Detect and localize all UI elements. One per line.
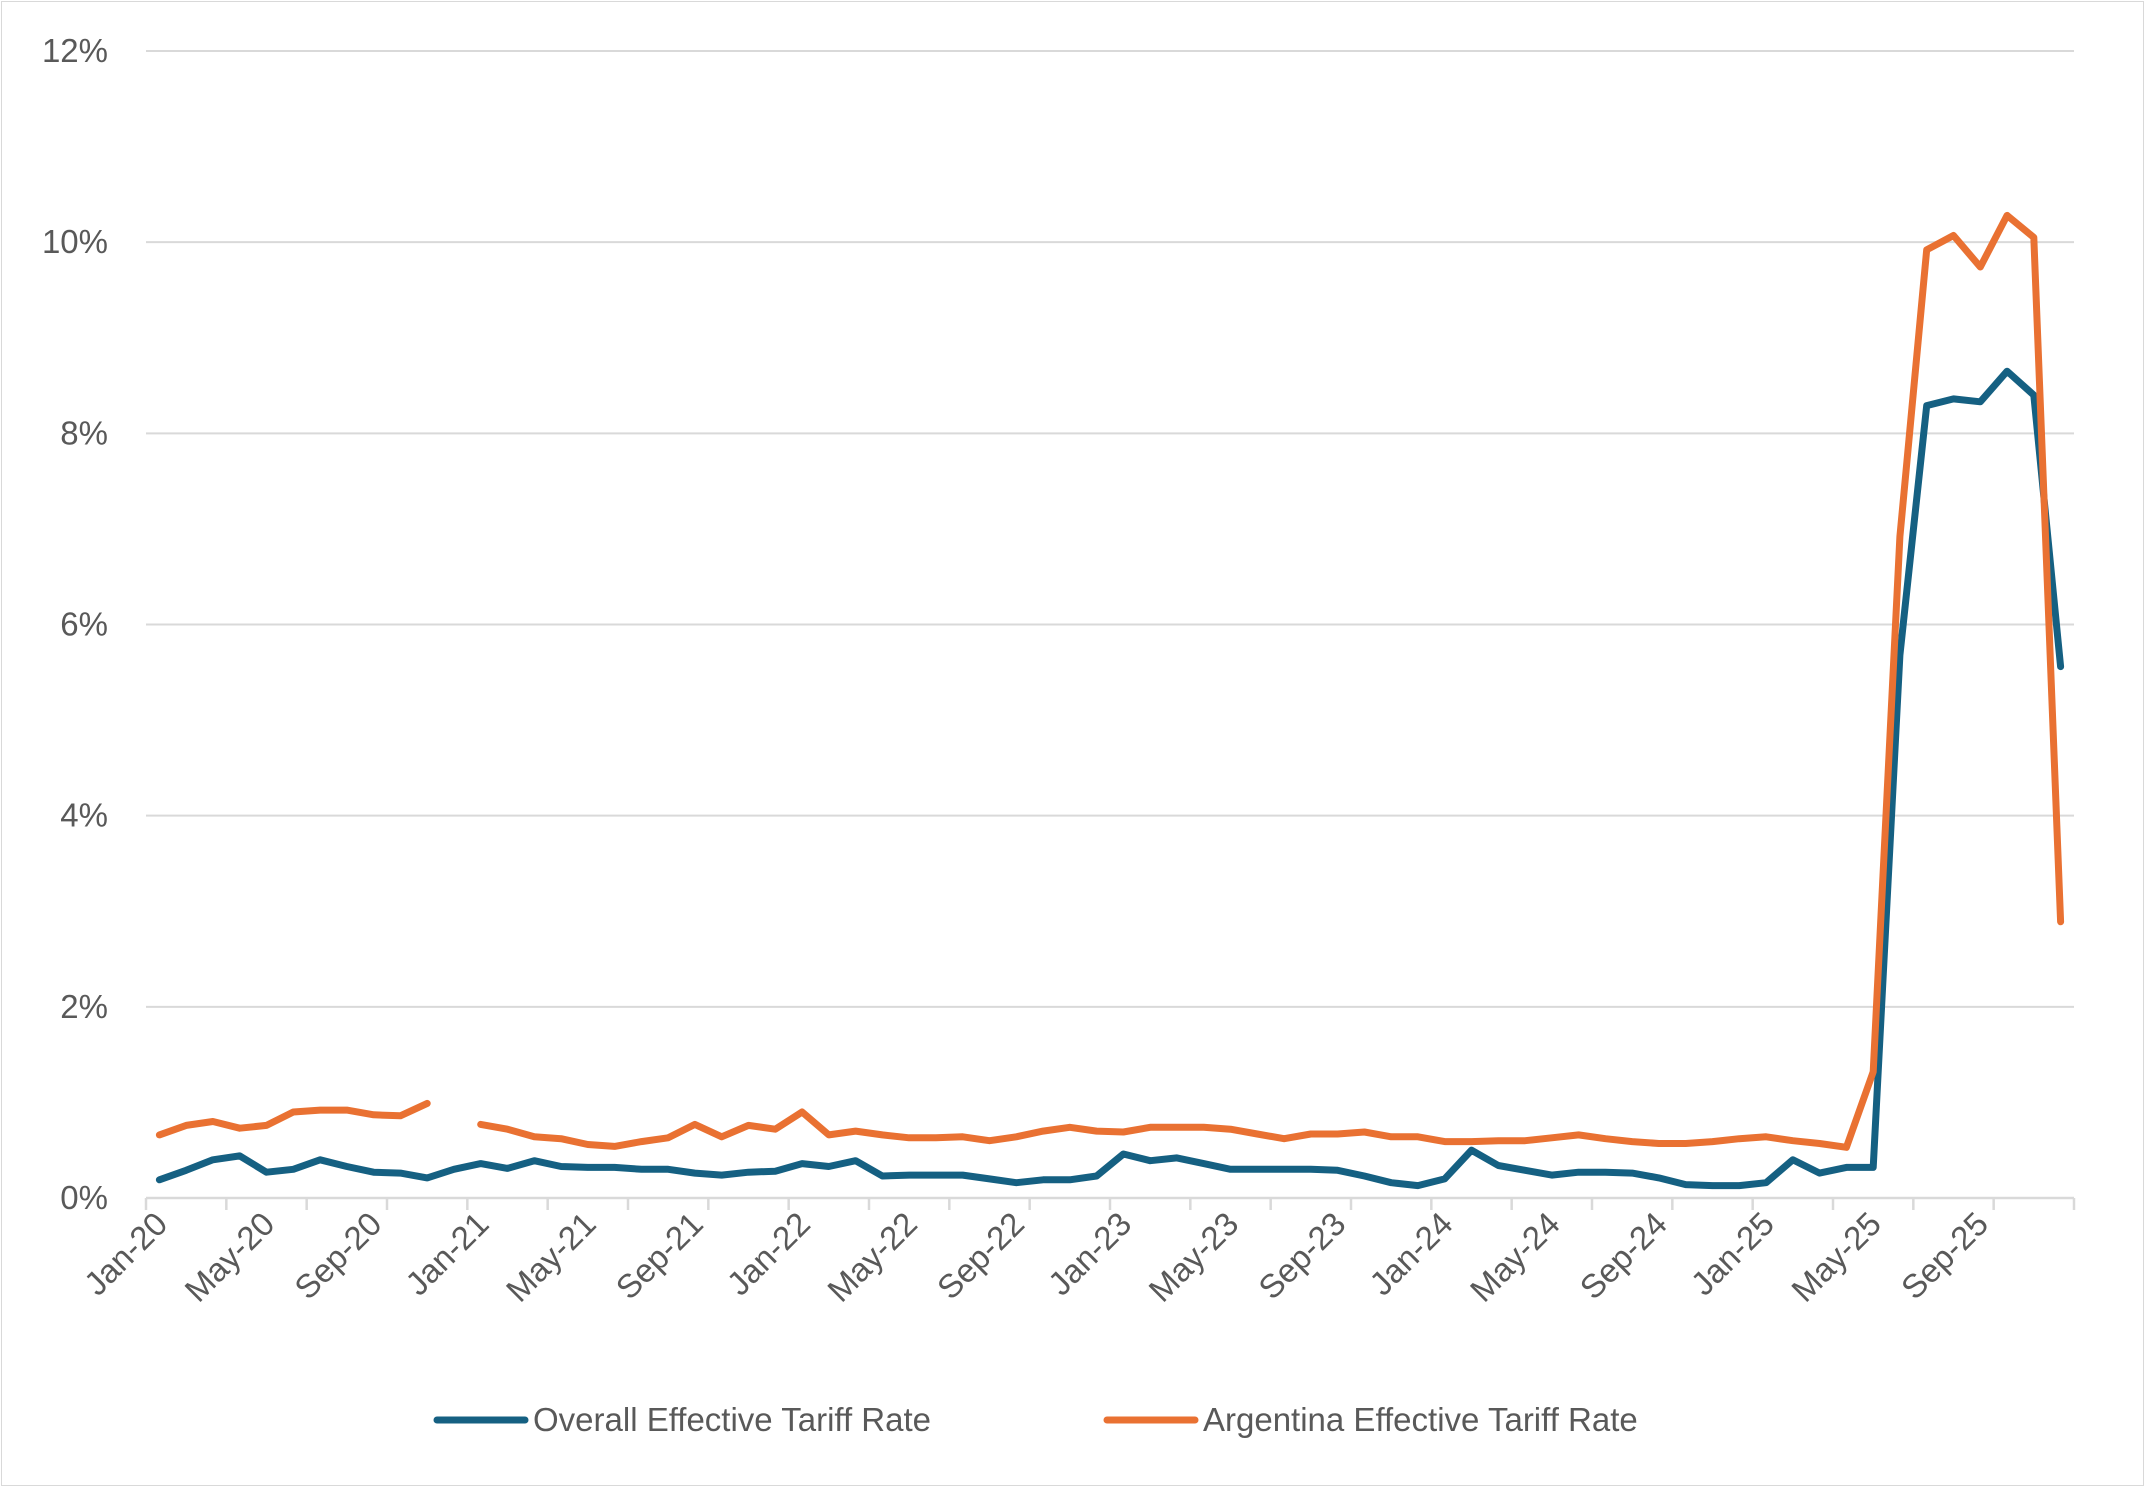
x-tick-label: Sep-25 — [1894, 1205, 1995, 1306]
legend: Overall Effective Tariff Rate Argentina E… — [433, 1401, 1638, 1438]
series-line-argentina — [155, 211, 2065, 1151]
series-line-overall — [155, 367, 2065, 1190]
x-tick-label: Sep-21 — [608, 1205, 709, 1306]
y-tick-label: 8% — [60, 414, 108, 451]
x-tick-label: May-20 — [177, 1205, 281, 1309]
x-tick-label: Jan-23 — [1041, 1205, 1139, 1303]
legend-item-argentina: Argentina Effective Tariff Rate — [1103, 1401, 1638, 1438]
legend-label: Argentina Effective Tariff Rate — [1203, 1401, 1638, 1438]
y-tick-label: 12% — [42, 32, 108, 69]
legend-label: Overall Effective Tariff Rate — [533, 1401, 931, 1438]
x-tick-label: May-24 — [1463, 1205, 1567, 1309]
x-tick-label: May-22 — [820, 1205, 924, 1309]
x-tick-label: Sep-24 — [1572, 1205, 1673, 1306]
x-tick-label: Jan-21 — [398, 1205, 496, 1303]
x-tick-label: May-21 — [499, 1205, 603, 1309]
x-tick-label: May-23 — [1141, 1205, 1245, 1309]
y-tick-label: 10% — [42, 223, 108, 260]
legend-item-overall: Overall Effective Tariff Rate — [433, 1401, 931, 1438]
y-tick-label: 0% — [60, 1179, 108, 1216]
x-tick-label: Jan-22 — [719, 1205, 817, 1303]
x-tick-label: Sep-22 — [930, 1205, 1031, 1306]
y-tick-label: 2% — [60, 988, 108, 1025]
x-tick-label: Jan-20 — [77, 1205, 175, 1303]
series-lines — [155, 211, 2065, 1190]
x-tick-label: Jan-24 — [1362, 1205, 1460, 1303]
y-tick-label: 4% — [60, 797, 108, 834]
gridlines — [146, 50, 2074, 1008]
x-tick-label: May-25 — [1784, 1205, 1888, 1309]
x-axis: Jan-20 May-20 Sep-20 Jan-21 May-21 Sep-21 Jan-… — [77, 1196, 2076, 1309]
x-tick-label: Jan-25 — [1683, 1205, 1781, 1303]
y-axis-tick-labels: 0% 2% 4% 6% 8% 10% 12% — [42, 32, 108, 1216]
x-tick-label: Sep-23 — [1251, 1205, 1352, 1306]
y-tick-label: 6% — [60, 606, 108, 643]
x-tick-label: Sep-20 — [287, 1205, 388, 1306]
